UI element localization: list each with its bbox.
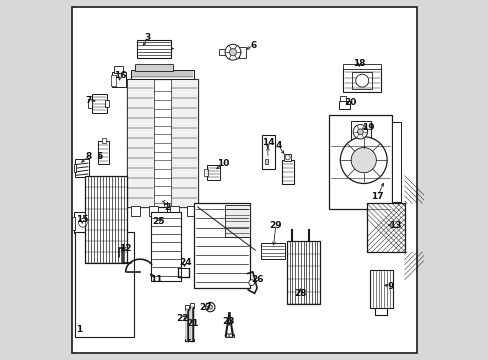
Bar bbox=[102, 138, 106, 143]
Bar bbox=[239, 47, 245, 58]
Bar bbox=[85, 176, 126, 263]
Bar bbox=[127, 79, 154, 207]
Bar bbox=[72, 217, 75, 230]
Text: 28: 28 bbox=[293, 289, 306, 298]
Bar bbox=[282, 160, 293, 184]
Bar bbox=[261, 135, 275, 169]
Bar bbox=[284, 154, 291, 161]
Text: 8: 8 bbox=[85, 152, 91, 161]
Bar bbox=[369, 270, 392, 308]
Text: 19: 19 bbox=[362, 123, 374, 132]
Text: 6: 6 bbox=[250, 41, 256, 50]
Circle shape bbox=[79, 219, 87, 227]
Circle shape bbox=[229, 49, 236, 56]
Text: 20: 20 bbox=[344, 98, 356, 107]
Bar bbox=[73, 164, 76, 172]
Bar bbox=[189, 339, 194, 341]
Bar bbox=[352, 72, 371, 89]
Bar bbox=[169, 206, 178, 216]
Bar bbox=[186, 206, 196, 216]
Bar bbox=[264, 159, 268, 164]
Bar bbox=[350, 121, 370, 142]
Circle shape bbox=[224, 44, 241, 60]
Bar bbox=[112, 72, 126, 87]
Bar bbox=[184, 339, 189, 341]
Circle shape bbox=[208, 305, 212, 309]
Bar bbox=[91, 94, 106, 113]
Bar bbox=[75, 159, 89, 177]
Circle shape bbox=[228, 334, 232, 337]
Text: 29: 29 bbox=[269, 220, 282, 230]
Bar bbox=[105, 100, 108, 107]
Bar bbox=[224, 205, 249, 237]
Circle shape bbox=[355, 74, 368, 87]
Bar bbox=[391, 122, 400, 202]
Bar bbox=[148, 206, 157, 216]
Text: 25: 25 bbox=[152, 217, 165, 226]
Circle shape bbox=[285, 155, 289, 160]
Bar bbox=[340, 96, 345, 101]
Bar bbox=[151, 212, 181, 281]
Bar bbox=[260, 243, 285, 259]
Bar bbox=[73, 212, 91, 233]
Circle shape bbox=[205, 302, 215, 312]
Bar bbox=[204, 169, 207, 176]
Text: 14: 14 bbox=[261, 138, 274, 147]
Text: 16: 16 bbox=[114, 71, 126, 80]
Text: 27: 27 bbox=[199, 303, 211, 312]
Bar bbox=[98, 141, 109, 164]
Text: 11: 11 bbox=[150, 275, 162, 284]
Text: 22: 22 bbox=[176, 314, 188, 323]
Text: 10: 10 bbox=[216, 159, 228, 168]
Bar bbox=[88, 99, 92, 108]
Text: 2: 2 bbox=[163, 202, 170, 212]
Bar bbox=[286, 241, 320, 304]
Circle shape bbox=[352, 125, 367, 139]
Bar bbox=[136, 40, 170, 58]
Circle shape bbox=[340, 137, 386, 184]
Bar bbox=[114, 66, 123, 73]
Circle shape bbox=[357, 129, 363, 135]
Bar bbox=[131, 70, 194, 79]
Text: 1: 1 bbox=[76, 325, 82, 334]
Bar bbox=[338, 101, 349, 109]
Bar bbox=[171, 79, 197, 207]
Text: 23: 23 bbox=[222, 317, 234, 326]
Circle shape bbox=[225, 334, 229, 337]
Circle shape bbox=[350, 148, 376, 173]
Text: 9: 9 bbox=[386, 282, 393, 291]
Text: 18: 18 bbox=[353, 59, 365, 68]
Circle shape bbox=[248, 280, 254, 285]
Bar bbox=[194, 203, 249, 288]
Bar bbox=[127, 79, 197, 207]
Text: 5: 5 bbox=[97, 152, 102, 161]
Text: 15: 15 bbox=[76, 215, 88, 224]
Text: 21: 21 bbox=[185, 319, 198, 328]
Bar bbox=[206, 165, 220, 180]
Bar bbox=[131, 206, 140, 216]
Bar bbox=[190, 303, 193, 308]
Text: 3: 3 bbox=[144, 33, 150, 42]
Bar bbox=[75, 232, 134, 337]
Bar bbox=[366, 203, 404, 252]
Bar bbox=[134, 64, 173, 71]
Bar bbox=[224, 334, 234, 337]
Text: 17: 17 bbox=[370, 192, 383, 201]
Text: 4: 4 bbox=[275, 141, 281, 150]
Bar bbox=[328, 115, 391, 209]
Bar bbox=[343, 64, 381, 69]
Bar bbox=[110, 75, 116, 86]
Text: 13: 13 bbox=[388, 220, 401, 230]
Text: 12: 12 bbox=[119, 244, 131, 253]
Bar bbox=[185, 305, 189, 310]
Bar bbox=[218, 49, 231, 55]
Bar bbox=[343, 68, 381, 92]
Text: 26: 26 bbox=[250, 275, 263, 284]
Text: 7: 7 bbox=[85, 96, 92, 105]
Text: 24: 24 bbox=[179, 258, 191, 267]
